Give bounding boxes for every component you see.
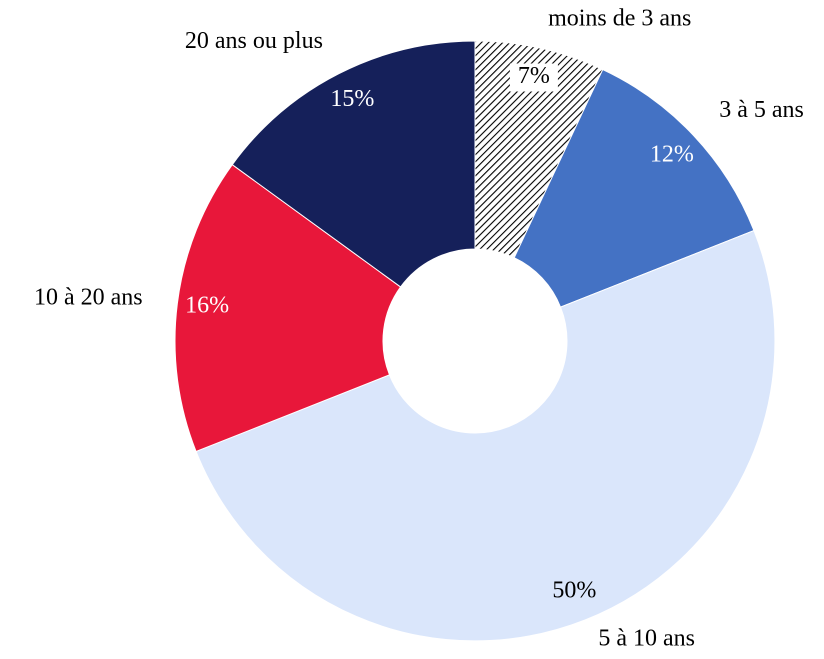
category-label: 5 à 10 ans	[598, 626, 695, 652]
slice	[174, 163, 402, 453]
category-label: moins de 3 ans	[548, 6, 691, 32]
slice	[513, 68, 755, 308]
category-label: 20 ans ou plus	[185, 28, 323, 54]
category-label: 3 à 5 ans	[719, 97, 804, 123]
value-label: 50%	[552, 578, 596, 604]
value-label: 7%	[518, 63, 550, 89]
value-label: 15%	[330, 86, 374, 112]
slice	[231, 40, 476, 288]
value-label: 12%	[650, 142, 694, 168]
category-label: 10 à 20 ans	[34, 285, 143, 311]
value-label: 16%	[185, 293, 229, 319]
slice	[195, 229, 776, 642]
label-background	[509, 63, 558, 92]
